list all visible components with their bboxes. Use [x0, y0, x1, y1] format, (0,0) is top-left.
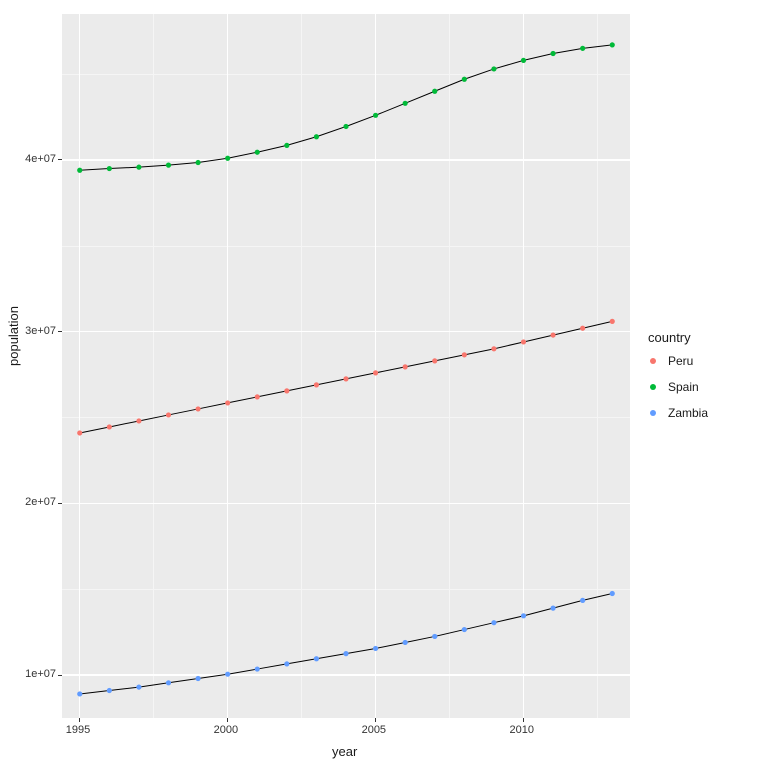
data-point: [343, 124, 348, 129]
data-point: [550, 606, 555, 611]
data-point: [373, 646, 378, 651]
data-point: [77, 691, 82, 696]
data-point: [255, 150, 260, 155]
data-point: [136, 684, 141, 689]
data-point: [225, 156, 230, 161]
data-point: [610, 42, 615, 47]
data-point: [610, 319, 615, 324]
data-point: [550, 332, 555, 337]
data-point: [491, 620, 496, 625]
data-point: [255, 666, 260, 671]
data-point: [225, 672, 230, 677]
data-point: [255, 394, 260, 399]
data-point: [136, 418, 141, 423]
data-point: [314, 134, 319, 139]
data-point: [107, 166, 112, 171]
data-point: [343, 376, 348, 381]
data-point: [136, 165, 141, 170]
data-point: [284, 388, 289, 393]
data-point: [403, 640, 408, 645]
data-point: [462, 77, 467, 82]
data-point: [314, 382, 319, 387]
data-point: [195, 160, 200, 165]
data-point: [550, 51, 555, 56]
data-point: [77, 168, 82, 173]
data-point: [225, 400, 230, 405]
data-point: [343, 651, 348, 656]
data-point: [314, 656, 319, 661]
data-point: [403, 364, 408, 369]
data-point: [166, 412, 171, 417]
data-point: [521, 339, 526, 344]
data-point: [77, 430, 82, 435]
data-point: [373, 370, 378, 375]
data-point: [432, 634, 437, 639]
data-point: [284, 143, 289, 148]
data-point: [403, 101, 408, 106]
data-point: [107, 688, 112, 693]
data-point: [462, 352, 467, 357]
plot-svg: [0, 0, 768, 768]
data-point: [491, 346, 496, 351]
data-point: [373, 113, 378, 118]
population-line-chart: 1995200020052010 year 1e+072e+073e+074e+…: [0, 0, 768, 768]
data-point: [521, 613, 526, 618]
data-point: [580, 326, 585, 331]
data-point: [166, 680, 171, 685]
data-point: [432, 358, 437, 363]
data-point: [107, 424, 112, 429]
data-point: [610, 591, 615, 596]
series-line: [80, 45, 613, 170]
data-point: [521, 58, 526, 63]
data-point: [166, 163, 171, 168]
series-line: [80, 594, 613, 694]
data-point: [195, 676, 200, 681]
data-point: [195, 406, 200, 411]
data-point: [580, 46, 585, 51]
data-point: [284, 661, 289, 666]
data-point: [580, 598, 585, 603]
data-point: [462, 627, 467, 632]
data-point: [432, 89, 437, 94]
data-point: [491, 66, 496, 71]
